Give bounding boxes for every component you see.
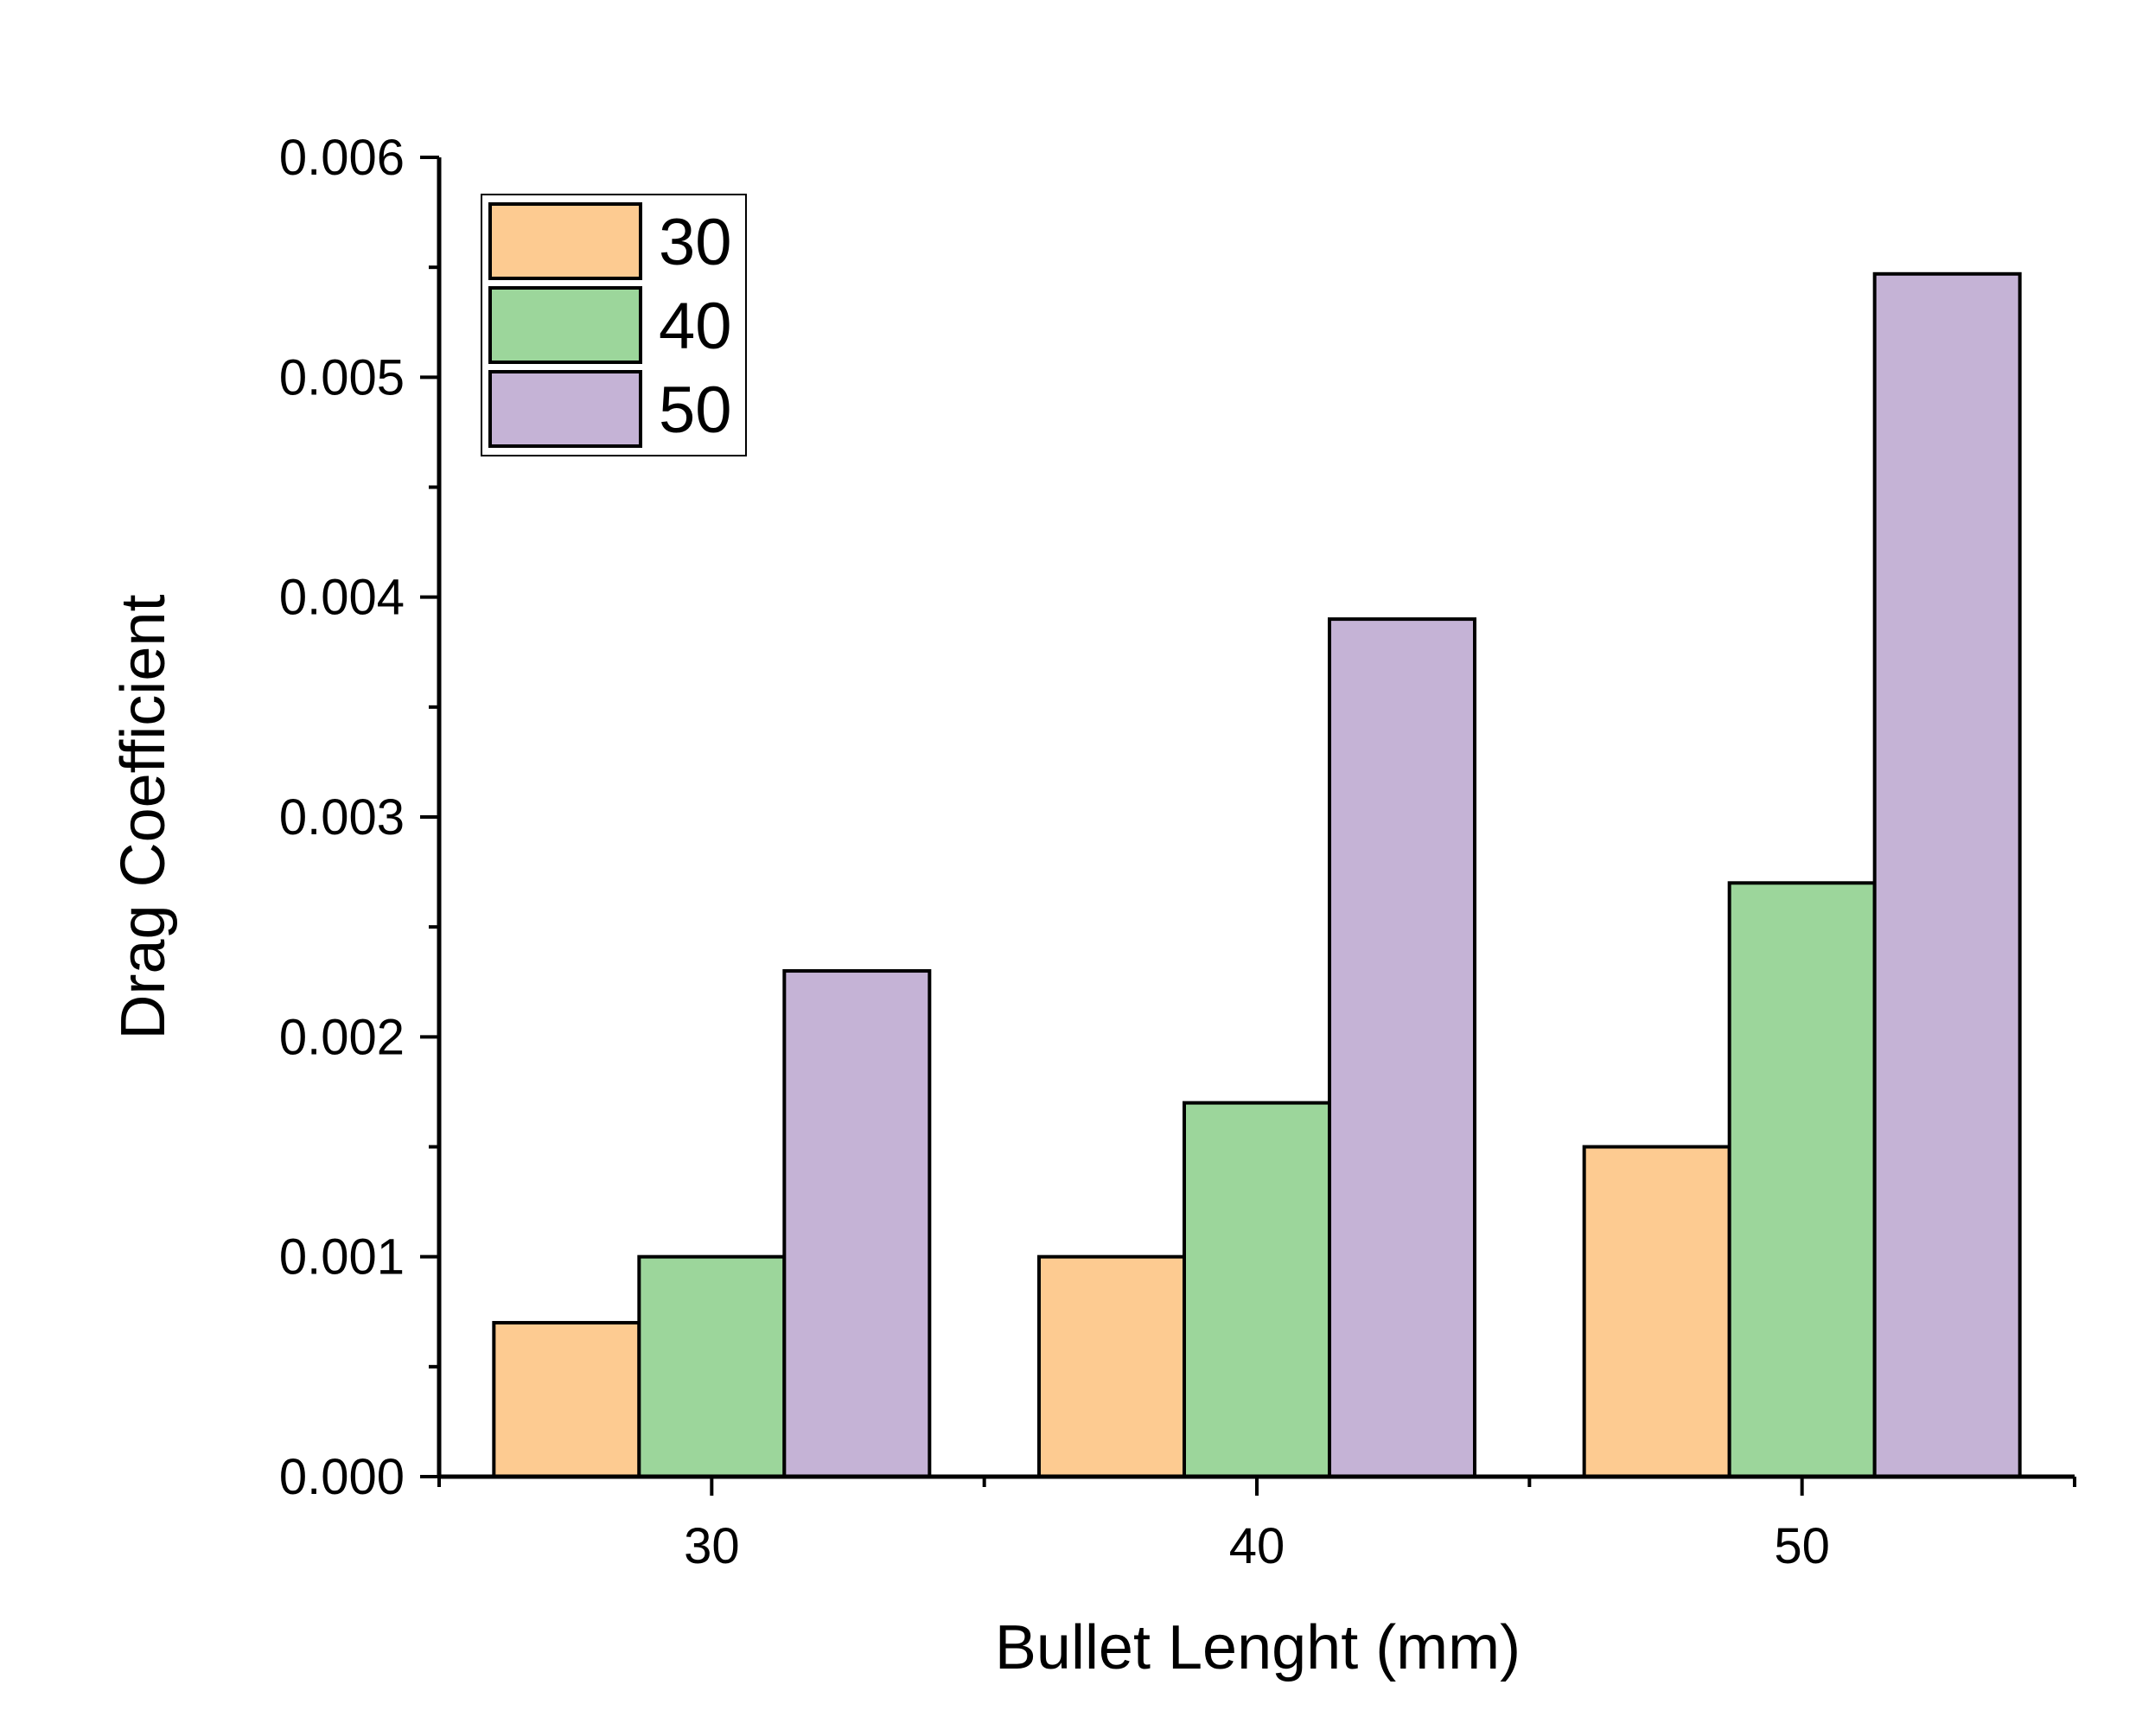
bar-cat-30-series-30: [492, 1320, 641, 1479]
x-axis-title: Bullet Lenght (mm): [995, 1613, 1521, 1682]
y-tick-label: 0.006: [279, 130, 405, 186]
bar-cat-30-series-40: [637, 1254, 787, 1478]
legend-swatch-30: [488, 202, 642, 280]
legend: 30 40 50: [481, 194, 747, 456]
y-axis-title: Drag Coefficient: [109, 595, 178, 1040]
legend-label-30: 30: [659, 206, 732, 279]
y-tick-label: 0.004: [279, 570, 405, 626]
x-tick-label: 30: [684, 1518, 740, 1574]
legend-items: 30 40 50: [488, 202, 732, 448]
y-tick-label: 0.001: [279, 1229, 405, 1286]
bar-cat-30-series-50: [782, 969, 932, 1478]
x-tick-label: 50: [1774, 1518, 1830, 1574]
y-tick-label: 0.002: [279, 1009, 405, 1065]
x-tick-label: 40: [1229, 1518, 1285, 1574]
y-tick-label: 0.003: [279, 789, 405, 846]
legend-swatch-50: [488, 370, 642, 448]
bar-cat-40-series-50: [1328, 617, 1476, 1478]
y-tick-label: 0.005: [279, 349, 405, 405]
bar-cat-50-series-50: [1872, 271, 2022, 1479]
bar-cat-50-series-40: [1727, 881, 1877, 1478]
legend-label-40: 40: [659, 290, 732, 363]
legend-label-50: 50: [659, 373, 732, 447]
axes-layer: 0.000 0.001 0.002 0.003 0.004 0.005 0.006 30 40 5…: [279, 130, 2076, 1574]
bars-layer: [492, 271, 2022, 1479]
bar-cat-40-series-30: [1037, 1254, 1186, 1478]
bar-cat-40-series-40: [1183, 1101, 1331, 1478]
bar-cat-50-series-30: [1582, 1145, 1731, 1478]
legend-swatch-40: [488, 286, 642, 364]
y-tick-label: 0.000: [279, 1449, 405, 1505]
